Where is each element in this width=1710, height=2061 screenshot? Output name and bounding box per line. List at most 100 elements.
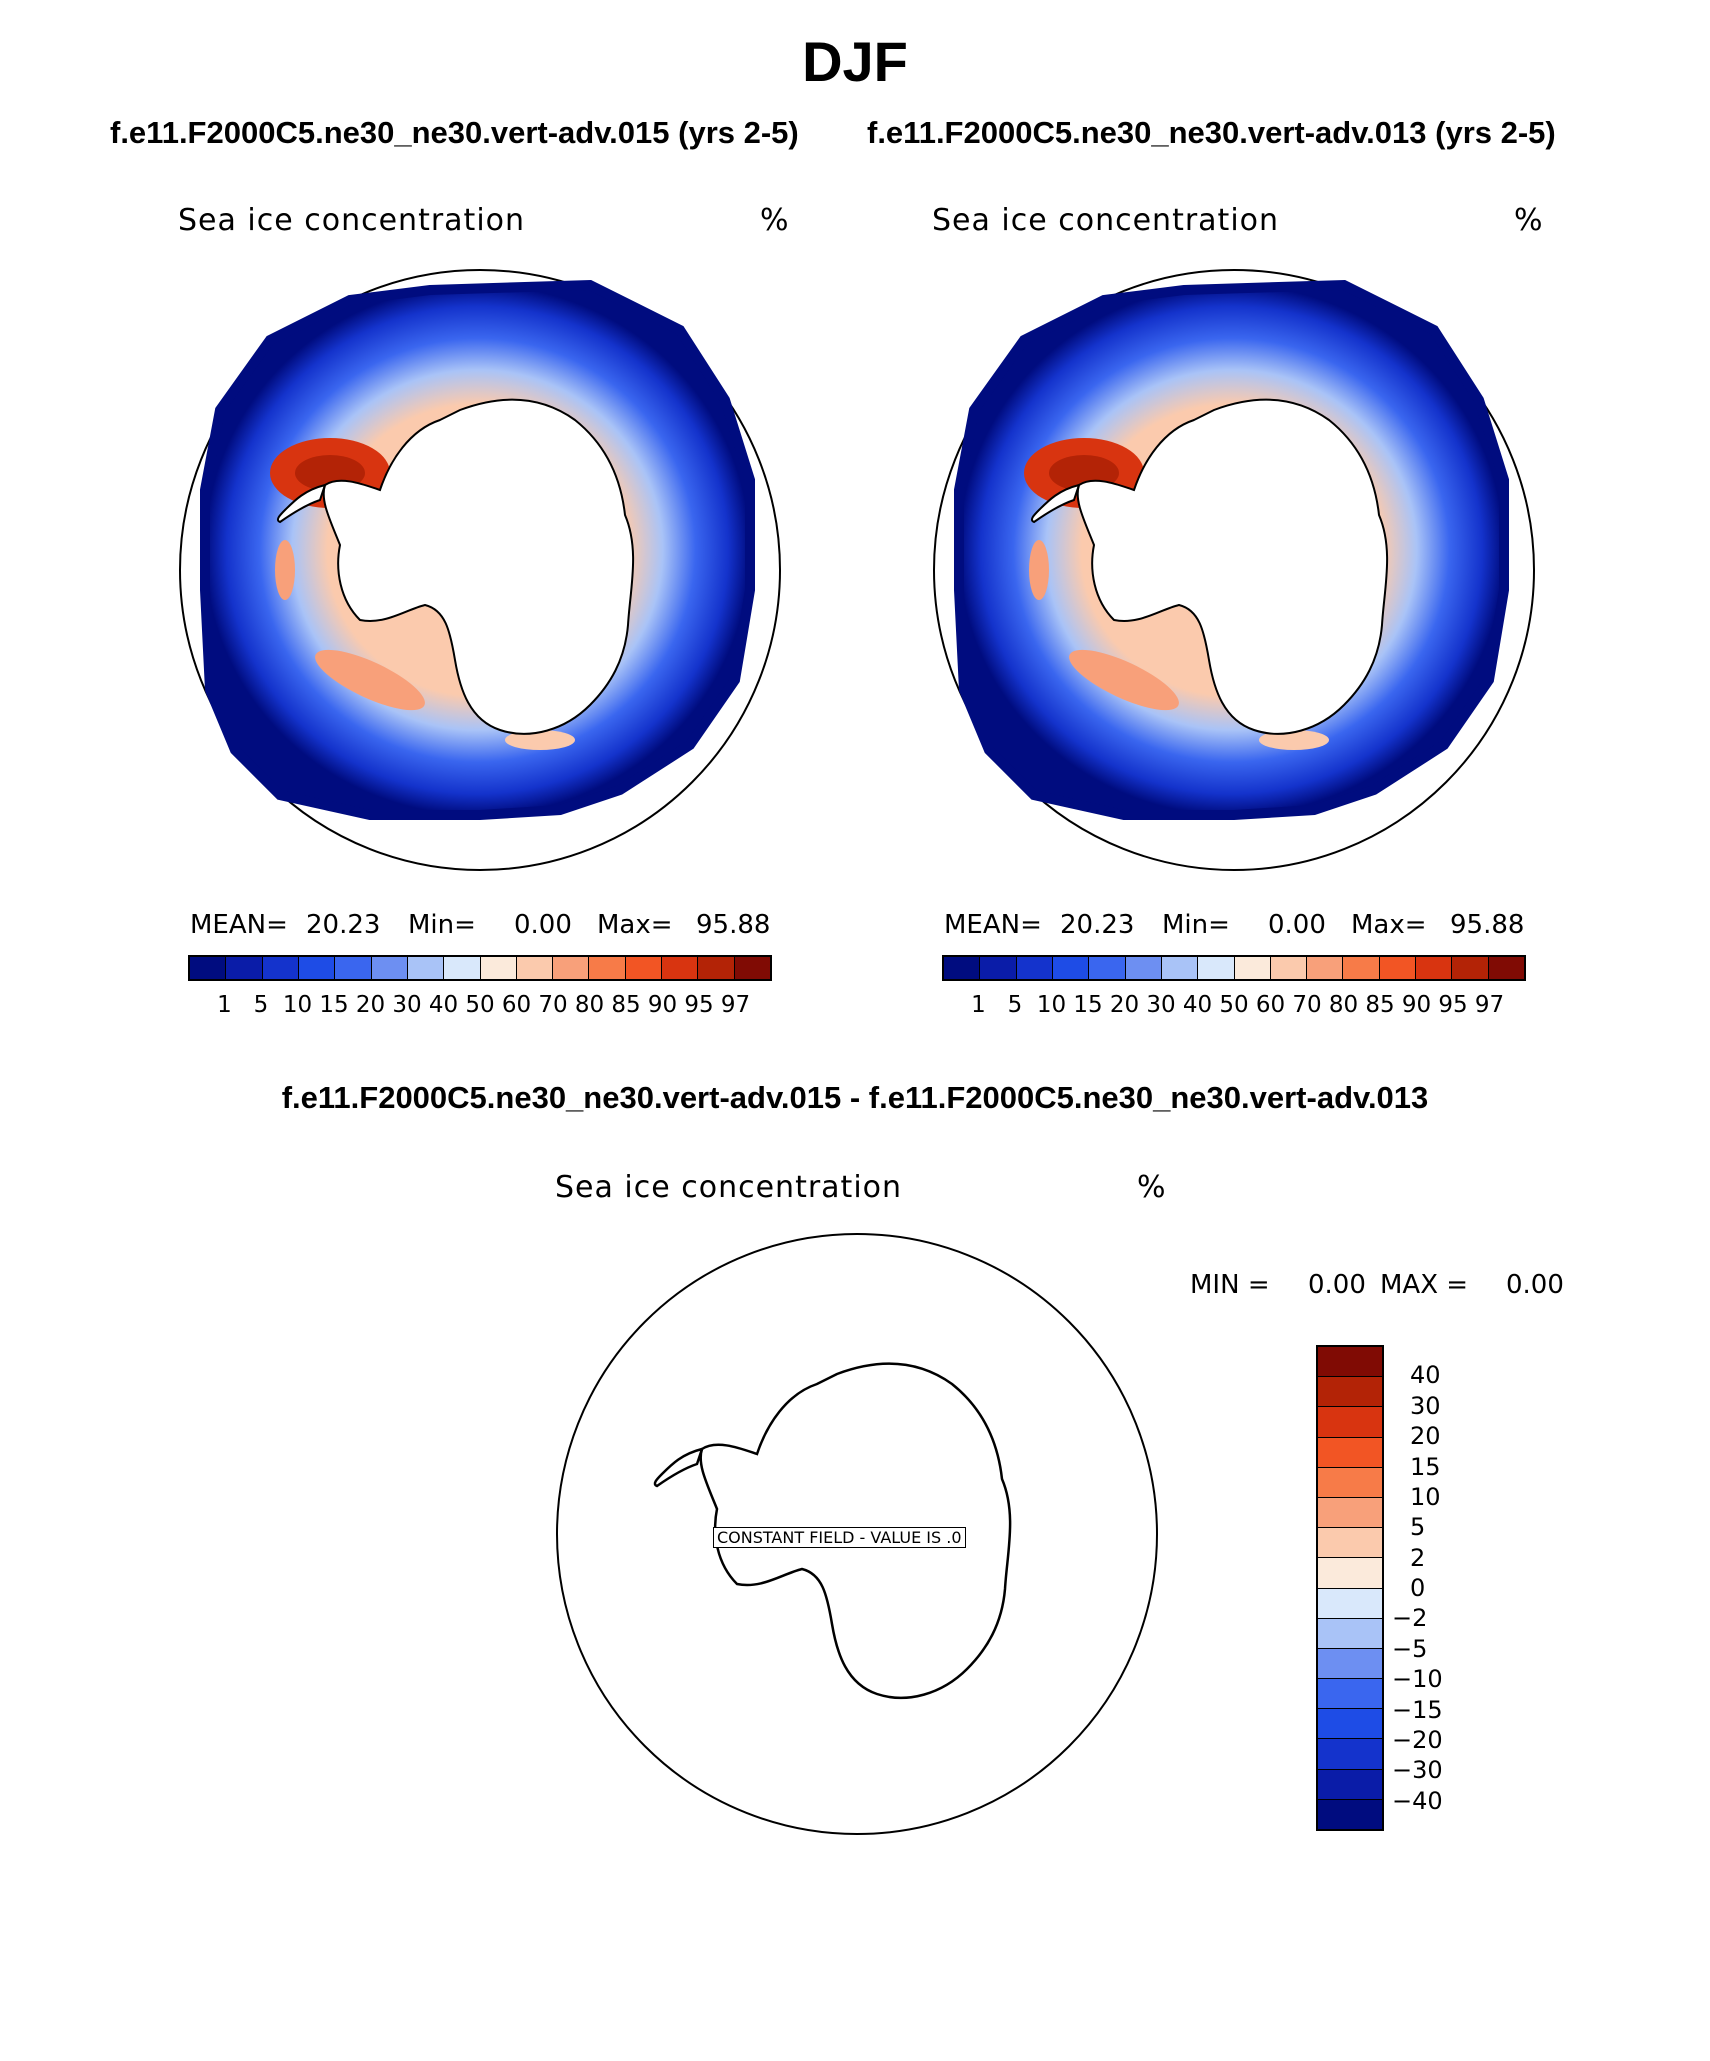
colorbar-swatch xyxy=(407,957,445,979)
left-min-label: Min= xyxy=(408,910,476,940)
diff-max-label: MAX = xyxy=(1380,1270,1469,1300)
difference-colorbar xyxy=(1316,1345,1384,1831)
colorbar-swatch xyxy=(1318,1528,1382,1559)
colorbar-swatch xyxy=(1318,1588,1382,1619)
colorbar-tick-label: 10 xyxy=(282,992,313,1018)
colorbar-tick-label: 5 xyxy=(1007,992,1023,1018)
right-colorbar xyxy=(942,955,1526,981)
colorbar-swatch xyxy=(1452,957,1489,979)
colorbar-tick-label: 20 xyxy=(355,992,386,1018)
colorbar-swatch xyxy=(444,957,481,979)
colorbar-swatch xyxy=(1052,957,1090,979)
colorbar-swatch xyxy=(190,957,227,979)
left-colorbar-ticks: 1 5 10 15 20 30 40 50 60 70 80 85 90 95 97 xyxy=(188,992,772,1022)
colorbar-swatch xyxy=(480,957,517,979)
colorbar-swatch xyxy=(625,957,663,979)
subtitle-right: f.e11.F2000C5.ne30_ne30.vert-adv.013 (yr… xyxy=(867,115,1556,150)
colorbar-tick-label: −30 xyxy=(1392,1756,1443,1785)
left-colorbar xyxy=(188,955,772,981)
colorbar-swatch xyxy=(1125,957,1162,979)
page-title: DJF xyxy=(802,30,908,93)
colorbar-tick-label: 97 xyxy=(720,992,751,1018)
colorbar-swatch xyxy=(1318,1467,1382,1498)
right-panel-units: % xyxy=(1514,203,1544,238)
colorbar-swatch xyxy=(662,957,699,979)
diff-panel-units: % xyxy=(1137,1170,1167,1205)
colorbar-tick-label: −40 xyxy=(1392,1786,1443,1815)
colorbar-tick-label: −15 xyxy=(1392,1695,1443,1724)
left-max-label: Max= xyxy=(597,910,673,940)
left-panel-units: % xyxy=(760,203,790,238)
diff-panel-variable-label: Sea ice concentration xyxy=(555,1170,903,1205)
colorbar-tick-label: 40 xyxy=(428,992,459,1018)
colorbar-swatch xyxy=(1089,957,1126,979)
colorbar-tick-label: 15 xyxy=(1073,992,1103,1018)
colorbar-tick-label: 40 xyxy=(1410,1361,1441,1390)
right-panel-variable-label: Sea ice concentration xyxy=(932,203,1280,238)
colorbar-tick-label: 10 xyxy=(1036,992,1067,1018)
colorbar-swatch xyxy=(371,957,408,979)
colorbar-swatch xyxy=(1343,957,1380,979)
colorbar-tick-label: 30 xyxy=(1410,1391,1441,1420)
right-colorbar-ticks: 1 5 10 15 20 30 40 50 60 70 80 85 90 95 97 xyxy=(942,992,1526,1022)
colorbar-swatch xyxy=(516,957,554,979)
colorbar-tick-label: 60 xyxy=(1255,992,1286,1018)
colorbar-swatch xyxy=(1488,957,1524,979)
colorbar-tick-label: 50 xyxy=(465,992,495,1018)
colorbar-tick-label: 95 xyxy=(684,992,714,1018)
colorbar-swatch xyxy=(1270,957,1308,979)
right-polar-map xyxy=(933,269,1535,871)
colorbar-swatch xyxy=(589,957,626,979)
colorbar-swatch xyxy=(1318,1709,1382,1740)
colorbar-tick-label: 85 xyxy=(1365,992,1395,1018)
colorbar-tick-label: −20 xyxy=(1392,1725,1443,1754)
colorbar-swatch xyxy=(553,957,590,979)
colorbar-swatch xyxy=(1161,957,1199,979)
colorbar-swatch xyxy=(1318,1377,1382,1408)
colorbar-tick-label: 20 xyxy=(1410,1422,1441,1451)
colorbar-tick-label: 85 xyxy=(611,992,641,1018)
colorbar-tick-label: 40 xyxy=(1182,992,1213,1018)
colorbar-tick-label: 80 xyxy=(1328,992,1359,1018)
colorbar-swatch xyxy=(262,957,299,979)
colorbar-tick-label: 30 xyxy=(1146,992,1176,1018)
colorbar-swatch xyxy=(1318,1407,1382,1438)
diff-min-value: 0.00 xyxy=(1308,1270,1366,1300)
colorbar-swatch xyxy=(1234,957,1271,979)
colorbar-swatch xyxy=(698,957,735,979)
colorbar-tick-label: 50 xyxy=(1219,992,1249,1018)
colorbar-swatch xyxy=(298,957,336,979)
right-max-value: 95.88 xyxy=(1450,910,1525,940)
colorbar-swatch xyxy=(980,957,1017,979)
colorbar-swatch xyxy=(1318,1769,1382,1800)
colorbar-tick-label: 70 xyxy=(1292,992,1322,1018)
colorbar-swatch xyxy=(734,957,770,979)
colorbar-swatch xyxy=(1318,1679,1382,1710)
colorbar-tick-label: −10 xyxy=(1392,1665,1443,1694)
colorbar-swatch xyxy=(1318,1799,1382,1829)
colorbar-swatch xyxy=(1318,1437,1382,1468)
colorbar-tick-label: 5 xyxy=(1410,1513,1426,1542)
colorbar-tick-label: 70 xyxy=(538,992,568,1018)
colorbar-swatch xyxy=(1318,1648,1382,1680)
colorbar-tick-label: −5 xyxy=(1392,1634,1428,1663)
right-min-label: Min= xyxy=(1162,910,1230,940)
colorbar-swatch xyxy=(1318,1618,1382,1649)
right-min-value: 0.00 xyxy=(1268,910,1326,940)
right-mean-label: MEAN= xyxy=(944,910,1042,940)
difference-colorbar-ticks: 40 30 20 15 10 5 2 0 −2 −5 −10 −15 −20 −30 −40 xyxy=(1392,1345,1472,1831)
colorbar-swatch xyxy=(1318,1558,1382,1589)
colorbar-tick-label: 80 xyxy=(574,992,605,1018)
colorbar-tick-label: 20 xyxy=(1109,992,1140,1018)
colorbar-tick-label: 1 xyxy=(217,992,232,1018)
right-mean-value: 20.23 xyxy=(1060,910,1135,940)
colorbar-swatch xyxy=(1379,957,1417,979)
subtitle-left: f.e11.F2000C5.ne30_ne30.vert-adv.015 (yr… xyxy=(110,115,799,150)
colorbar-tick-label: −2 xyxy=(1392,1604,1428,1633)
colorbar-swatch xyxy=(335,957,372,979)
colorbar-swatch xyxy=(1307,957,1344,979)
colorbar-swatch xyxy=(1198,957,1235,979)
colorbar-tick-label: 10 xyxy=(1410,1482,1441,1511)
colorbar-swatch xyxy=(1318,1347,1382,1378)
colorbar-swatch xyxy=(944,957,981,979)
